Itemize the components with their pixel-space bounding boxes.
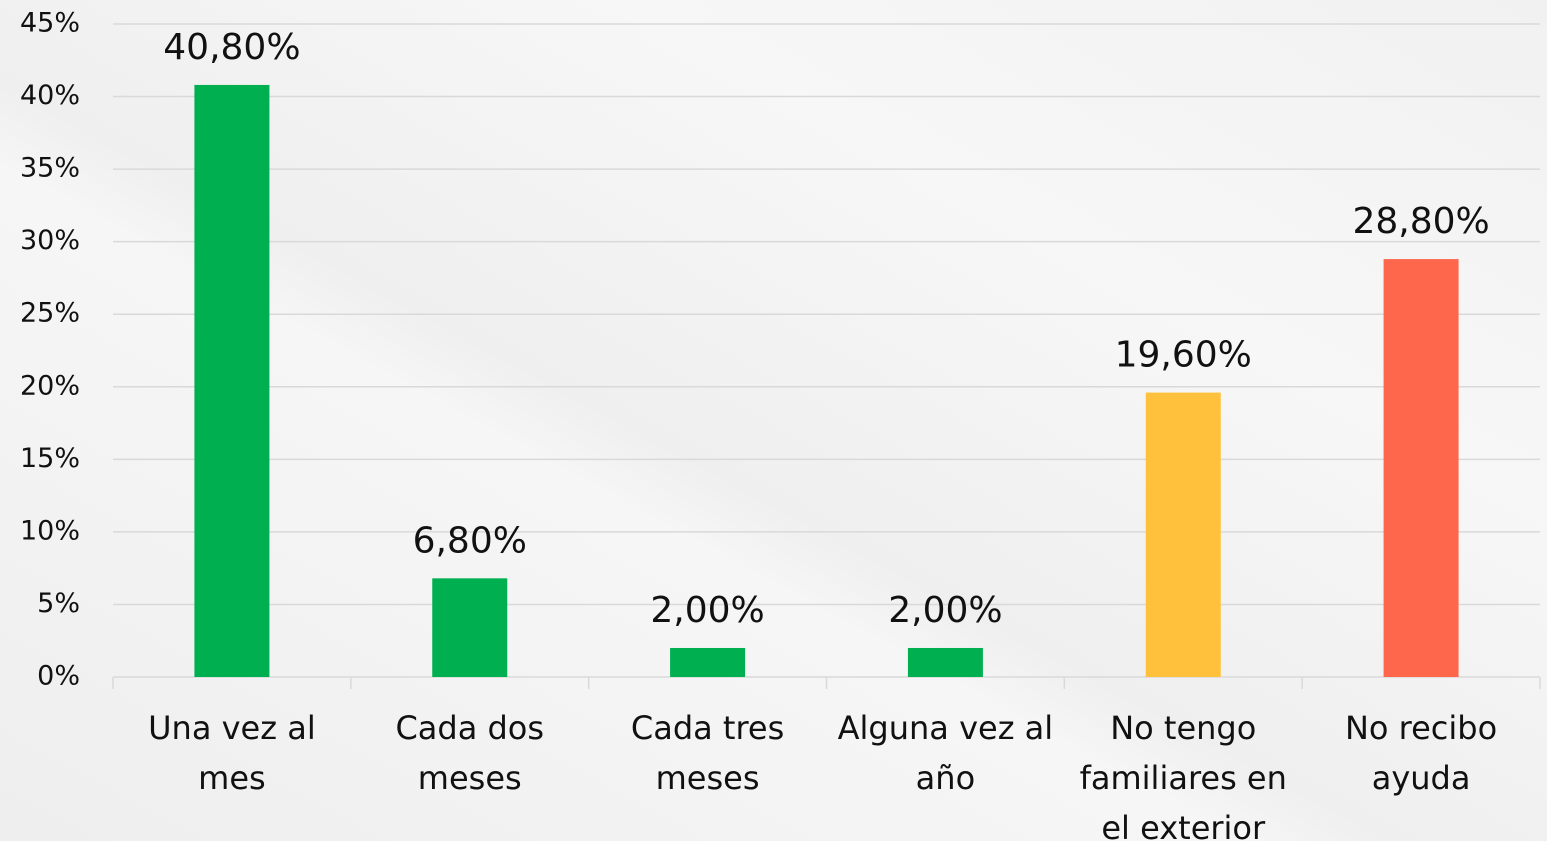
bar — [1145, 392, 1221, 677]
x-tick-label: Una vez al mes — [148, 709, 316, 797]
y-tick-label: 30% — [20, 225, 80, 256]
y-tick-label: 40% — [20, 80, 80, 111]
y-tick-label: 10% — [20, 515, 80, 546]
y-tick-label: 15% — [20, 443, 80, 474]
x-tick-label: Cada tres meses — [631, 709, 784, 797]
bar — [670, 647, 746, 677]
data-label: 6,80% — [413, 520, 527, 561]
y-tick-label: 5% — [37, 588, 80, 619]
data-label: 40,80% — [163, 27, 300, 68]
data-label: 28,80% — [1352, 201, 1489, 242]
bar — [432, 578, 508, 677]
y-tick-label: 45% — [20, 8, 80, 39]
data-label: 2,00% — [650, 590, 764, 631]
y-tick-label: 25% — [20, 298, 80, 329]
y-tick-label: 35% — [20, 153, 80, 184]
y-tick-label: 20% — [20, 370, 80, 401]
y-tick-label: 0% — [37, 661, 80, 692]
x-tick-label: Cada dos meses — [395, 709, 544, 797]
x-tick-label: No tengo familiares en el exterior — [1080, 709, 1287, 841]
x-tick-label: No recibo ayuda — [1345, 709, 1497, 797]
bar — [1383, 259, 1459, 677]
bar — [907, 647, 983, 677]
bar — [194, 84, 270, 678]
data-label: 19,60% — [1115, 335, 1252, 376]
x-tick-label: Alguna vez al año — [838, 709, 1054, 797]
data-label: 2,00% — [888, 590, 1002, 631]
